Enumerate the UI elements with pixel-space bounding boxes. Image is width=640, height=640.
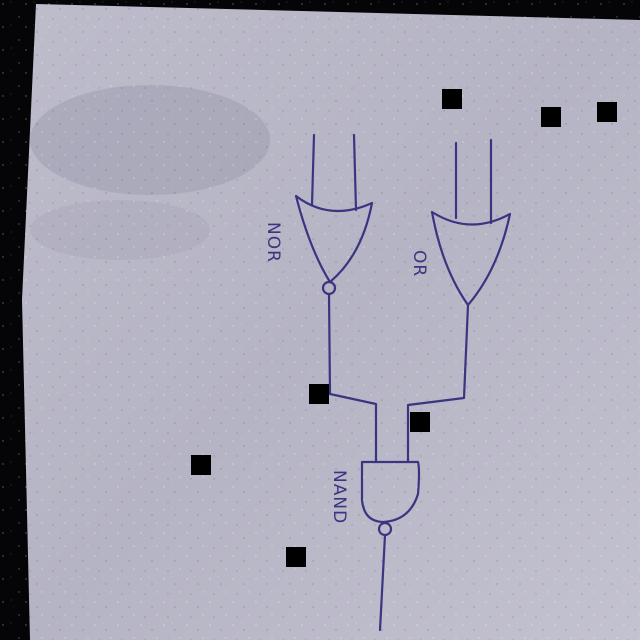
censor-block xyxy=(410,412,430,432)
censor-block xyxy=(286,547,306,567)
nor-input-a-wire xyxy=(310,133,316,207)
censor-block xyxy=(541,107,561,127)
censor-block xyxy=(191,455,211,475)
nor-label: NOR xyxy=(263,222,283,263)
censor-block xyxy=(309,384,329,404)
or-gate-body xyxy=(430,210,512,307)
censor-block xyxy=(597,102,617,122)
nor-to-nand-wire xyxy=(327,292,378,464)
paper-speckle xyxy=(22,4,640,640)
nand-gate-body xyxy=(360,460,421,524)
nor-gate-body xyxy=(294,194,374,284)
censor-block xyxy=(442,89,462,109)
nand-label: NAND xyxy=(329,470,349,524)
or-to-nand-wire xyxy=(406,303,470,464)
or-label: OR xyxy=(409,250,429,277)
nor-input-b-wire xyxy=(352,133,358,212)
nand-output-wire xyxy=(378,533,387,632)
